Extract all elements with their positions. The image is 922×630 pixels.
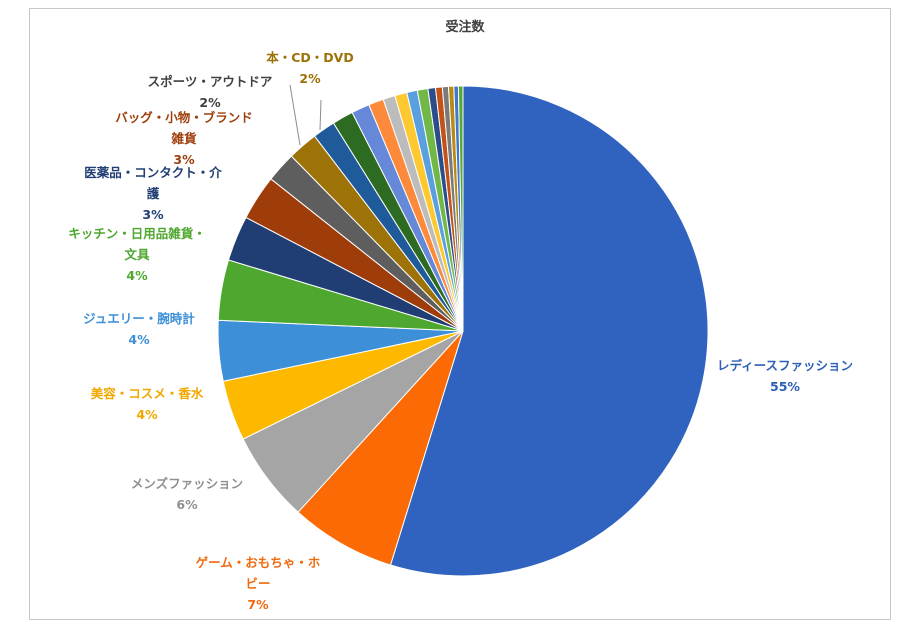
leader-line xyxy=(289,84,301,146)
slice-value-label: 3% xyxy=(173,152,195,167)
slice-category-label: ゲーム・おもちゃ・ホ xyxy=(196,555,321,570)
slice-category-label: 本・CD・DVD xyxy=(266,50,353,65)
slice-category-label: 文具 xyxy=(124,247,150,262)
leader-line xyxy=(319,99,322,131)
slice-value-label: 7% xyxy=(247,597,269,612)
slice-value-label: 2% xyxy=(299,71,321,86)
slice-value-label: 4% xyxy=(136,407,158,422)
slice-category-label: ジュエリー・腕時計 xyxy=(83,311,195,326)
pie-slice xyxy=(457,85,464,332)
slice-value-label: 2% xyxy=(199,95,221,110)
slice-category-label: 雑貨 xyxy=(170,131,197,146)
pie-slices xyxy=(217,85,709,577)
slice-category-label: バッグ・小物・ブランド xyxy=(115,110,253,125)
slice-value-label: 4% xyxy=(126,268,148,283)
slice-category-label: 護 xyxy=(147,186,160,201)
slice-category-label: メンズファッション xyxy=(131,476,243,491)
slice-category-label: 医薬品・コンタクト・介 xyxy=(84,165,222,180)
leader-lines xyxy=(289,84,322,146)
slice-value-label: 55% xyxy=(770,379,800,394)
slice-value-label: 4% xyxy=(128,332,150,347)
chart-title: 受注数 xyxy=(445,19,485,35)
slice-value-label: 3% xyxy=(142,207,164,222)
pie-slice xyxy=(389,85,709,577)
slice-category-label: 美容・コスメ・香水 xyxy=(91,386,204,401)
slice-category-label: キッチン・日用品雑貨・ xyxy=(68,226,206,241)
slice-category-label: ビー xyxy=(245,576,270,591)
slice-category-label: スポーツ・アウトドア xyxy=(148,74,273,89)
slice-category-label: レディースファッション xyxy=(717,358,853,373)
pie-slice xyxy=(297,330,464,566)
data-labels: レディースファッション 55% ゲーム・おもちゃ・ホビー 7% メンズファッション 6% 美… xyxy=(68,50,853,612)
slice-value-label: 6% xyxy=(176,497,198,512)
